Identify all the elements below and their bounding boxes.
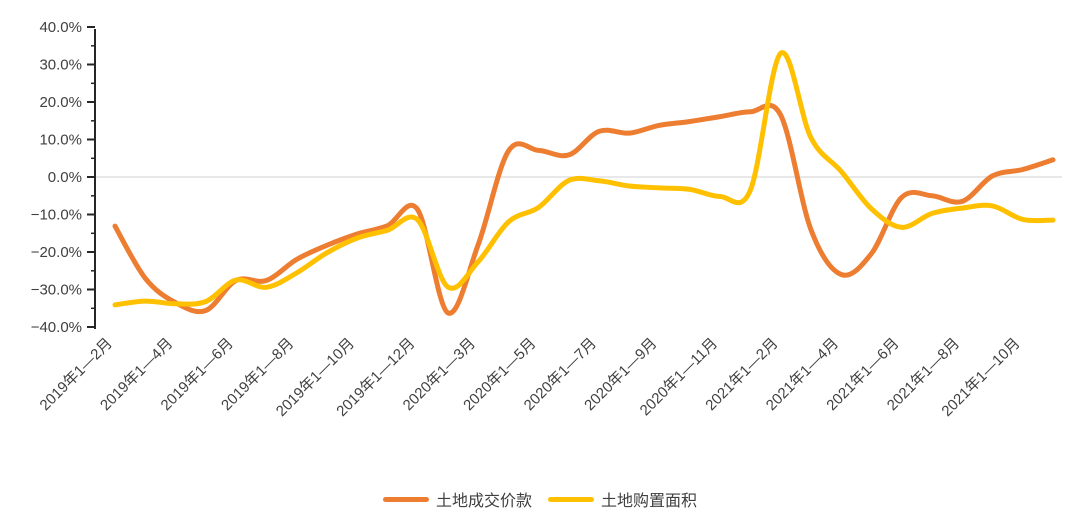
y-tick-label: 10.0% [39, 132, 82, 149]
y-tick-label: −20.0% [31, 244, 82, 261]
y-tick-label: 20.0% [39, 94, 82, 111]
legend-swatch-land-transaction-price [382, 496, 429, 502]
legend-item-land-purchase-area: 土地购置面积 [548, 487, 697, 511]
y-tick-label: −10.0% [31, 207, 82, 224]
legend-item-land-transaction-price: 土地成交价款 [382, 487, 532, 511]
series-line-land-purchase-area [112, 50, 1056, 308]
y-tick-label: −30.0% [31, 282, 82, 299]
legend-label-land-transaction-price: 土地成交价款 [435, 493, 532, 510]
y-tick-label: 0.0% [48, 169, 82, 186]
y-tick-label: 40.0% [39, 19, 82, 36]
series-line-land-transaction-price [112, 102, 1056, 316]
y-tick-label: 30.0% [39, 57, 82, 74]
legend: 土地成交价款 土地购置面积 [0, 487, 1080, 511]
legend-swatch-land-purchase-area [548, 496, 594, 502]
y-tick-label: −40.0% [31, 319, 82, 336]
legend-label-land-purchase-area: 土地购置面积 [601, 493, 698, 510]
